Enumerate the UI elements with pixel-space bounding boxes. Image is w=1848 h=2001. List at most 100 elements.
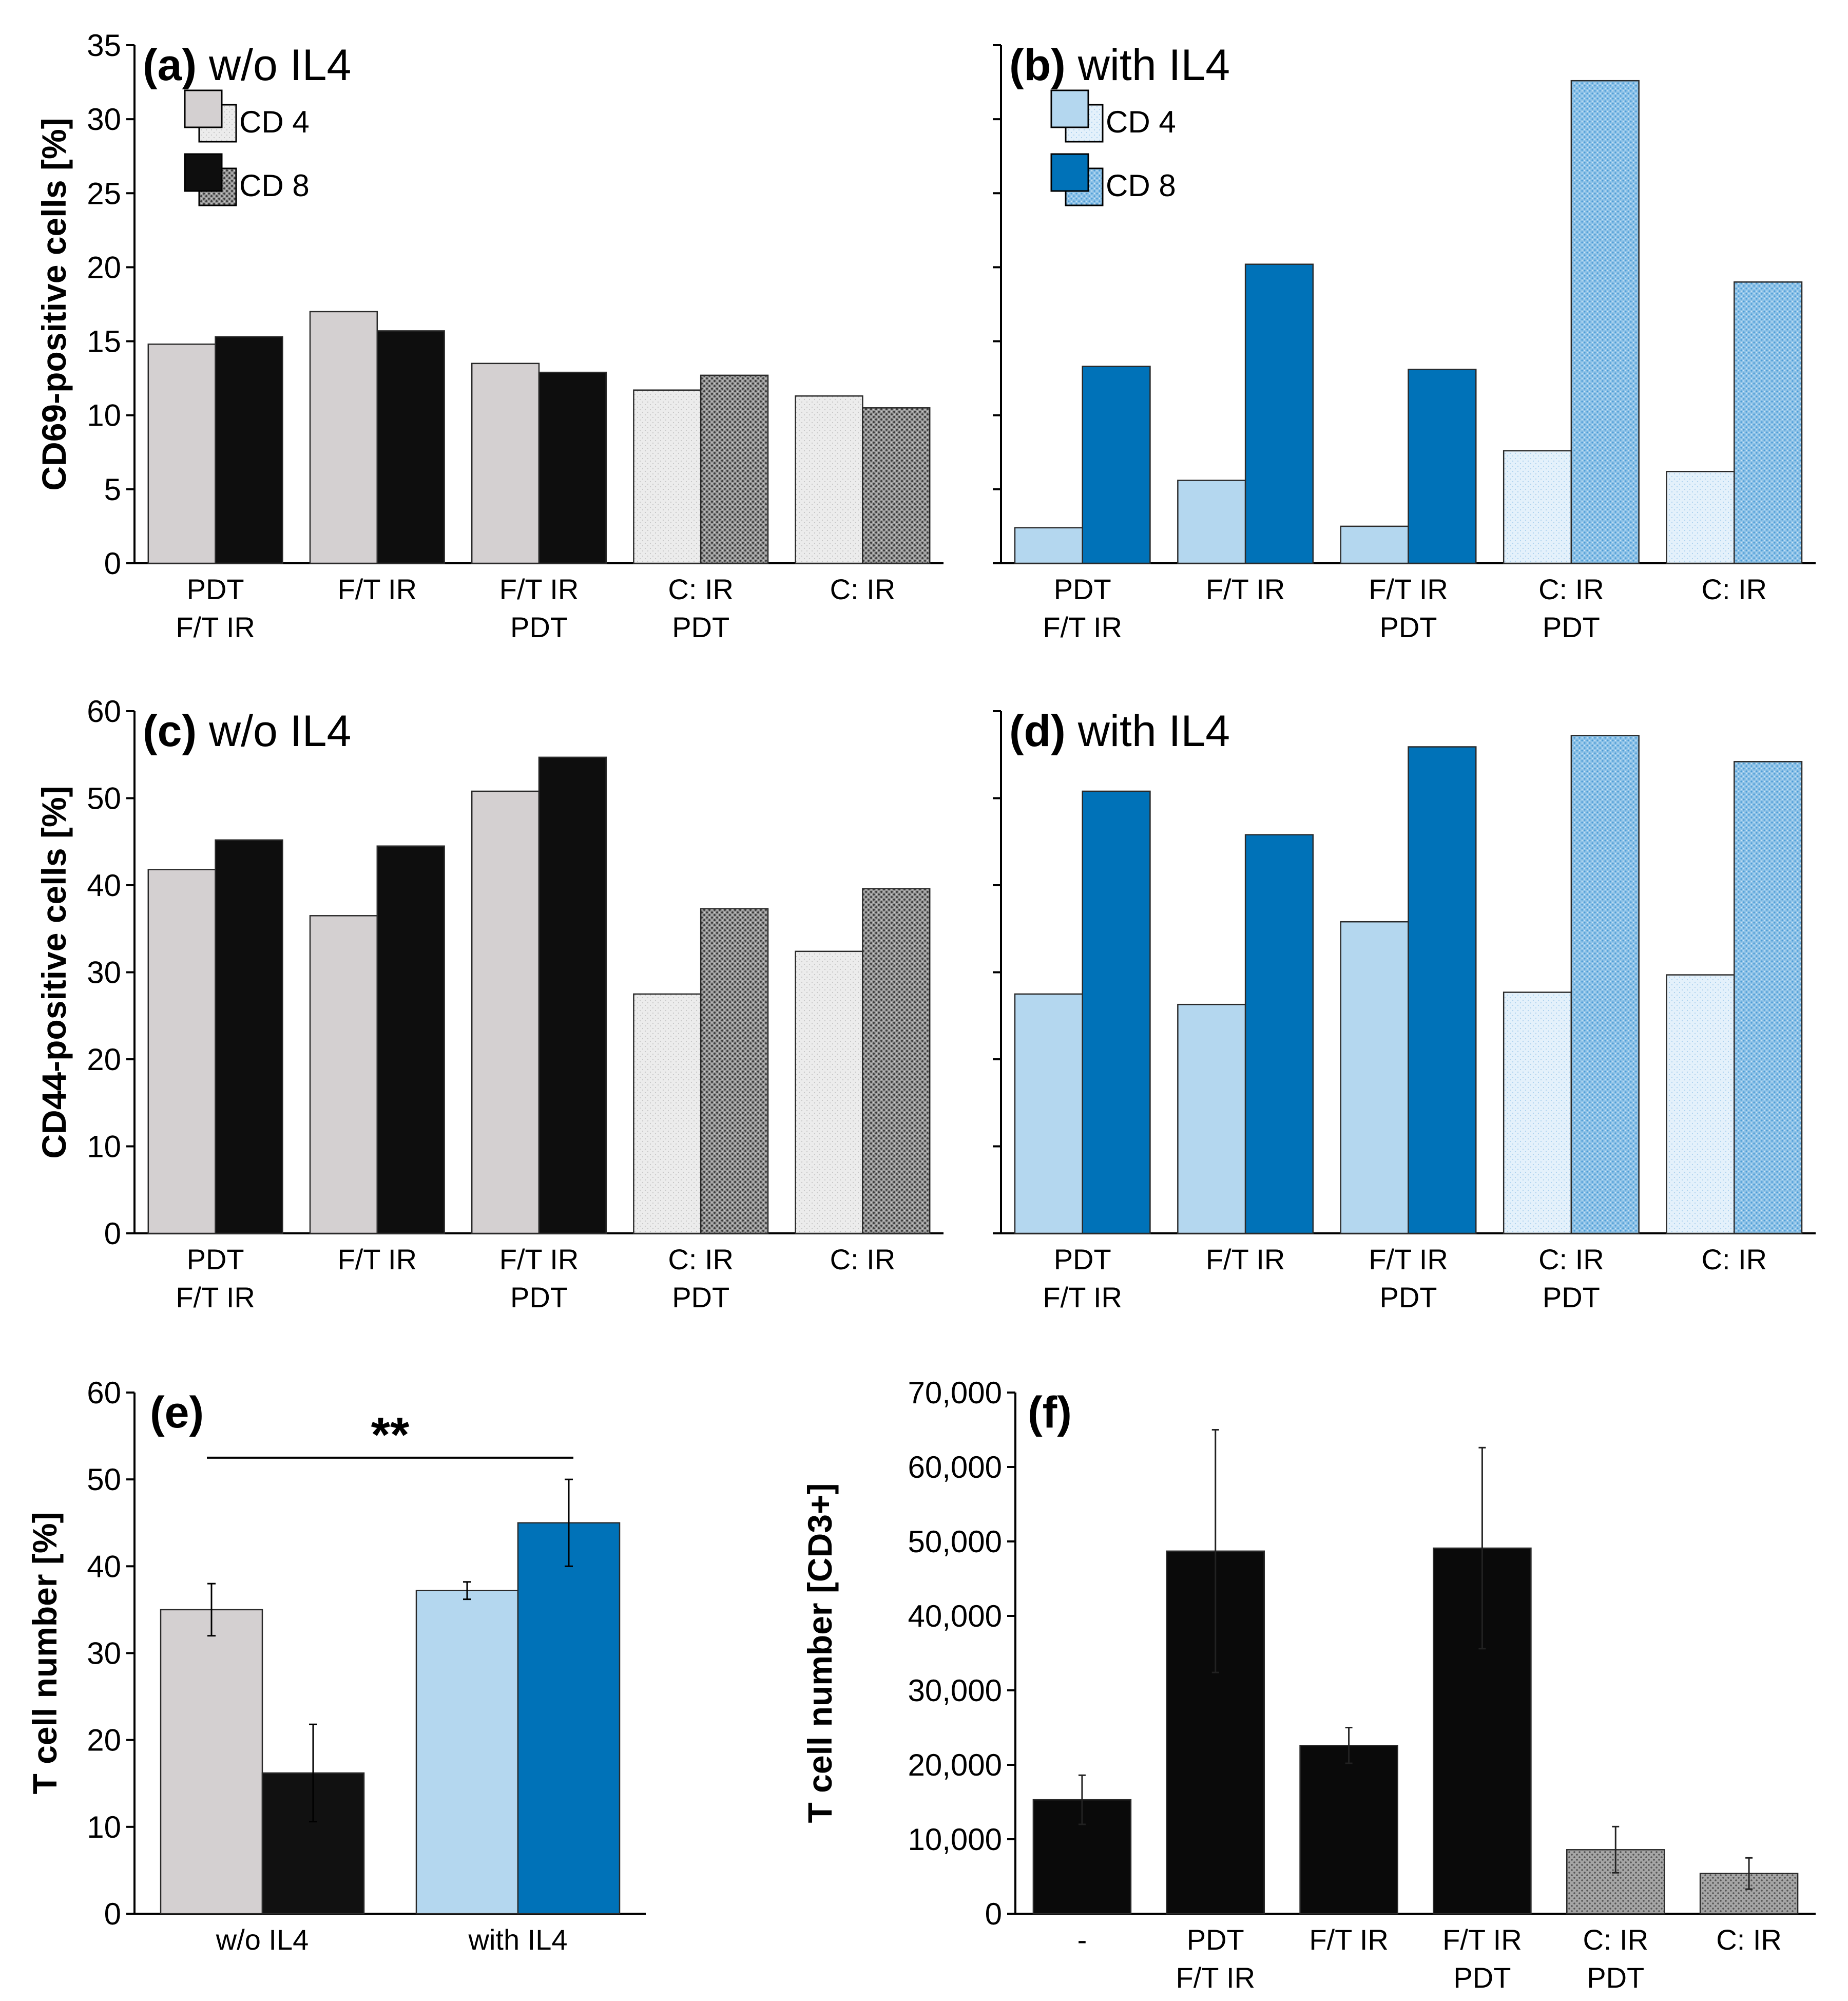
category-label: F/T IR [1206,1243,1285,1275]
legend-label: CD 4 [239,105,310,139]
y-tick-label: 40 [87,1549,121,1584]
category-label: F/T IR [1309,1923,1389,1956]
category-label: F/T IR [1369,1243,1448,1275]
y-tick-label: 20 [87,1723,121,1758]
category-label: C: IR [668,573,734,605]
bar [415,1590,519,1915]
category-label: PDT [1380,1281,1437,1313]
significance-label: ** [371,1407,410,1462]
bar-cd8 [1734,281,1803,564]
legend-label: CD 8 [1106,168,1176,203]
bar-cd4 [1340,525,1409,564]
bar-cd4 [309,311,378,564]
panel-title: (a) w/o IL4 [143,41,351,90]
bar-cd8 [215,336,283,564]
category-label: C: IR [830,1243,896,1275]
y-tick-label: 0 [985,1897,1002,1931]
category-label: with IL4 [468,1923,568,1956]
category-label: C: IR [668,1243,734,1275]
category-label: F/T IR [338,573,417,605]
bar-cd8 [538,756,607,1234]
category-label: F/T IR [1206,573,1285,605]
bar-cd4 [471,790,540,1234]
panel-title: (e) [150,1388,204,1437]
bar-cd4 [1014,527,1083,564]
bar-cd4 [1666,974,1735,1234]
panel-title-text: with IL4 [1066,707,1230,756]
bar-cd4 [1177,480,1246,564]
category-label: F/T IR [1176,1961,1255,1994]
category-label: C: IR [1716,1923,1782,1956]
category-label: PDT [1587,1961,1644,1994]
bar-cd8 [1082,366,1151,564]
chart-panel-c: 0 10 20 30 40 50 60 PDT F/T IR F/T IR F/T IR PDT C: … [35,694,944,1313]
category-label: F/T IR [1043,611,1122,643]
bar-cd4 [1666,471,1735,564]
y-axis-title: T cell number [CD3+] [801,1483,839,1823]
panel-title: (d) with IL4 [1009,707,1230,756]
y-tick-label: 20 [87,250,121,284]
panel-letter: (a) [143,41,197,90]
bar-cd8 [1244,263,1314,564]
bar-cd4 [471,363,540,564]
legend-swatch-solid [1050,89,1089,128]
category-label: PDT [1187,1923,1244,1956]
category-label: PDT [510,611,568,643]
bar-cd4 [147,869,216,1234]
y-tick-label: 20 [87,1042,121,1077]
bar-cd8 [1244,834,1314,1234]
bar-cd8 [215,839,283,1234]
chart-panels: 0 5 10 15 20 25 30 35 PDT F/T IR F/T IR F/T IR PDT C:… [26,28,1816,1994]
bar-cd8 [862,407,931,564]
y-tick-label: 0 [104,1897,121,1931]
bar-cd8 [1082,790,1151,1234]
y-tick-label: 60 [87,694,121,729]
bar-cd8 [538,371,607,564]
panel-title: (c) w/o IL4 [143,707,351,756]
bar-cd8 [1408,746,1477,1234]
bar-cd4 [795,950,863,1234]
bar-cd8 [1570,735,1640,1234]
bar-cd8 [1570,80,1640,564]
chart-panel-b: PDT F/T IR F/T IR F/T IR PDT C: IR PDT C: IR (b)… [993,41,1816,643]
y-tick-label: 40 [87,868,121,903]
bar-cd4 [1014,993,1083,1234]
bar-cd4 [309,915,378,1234]
bar-cd8 [1734,761,1803,1234]
panel-title: (b) with IL4 [1009,41,1230,90]
y-tick-label: 30 [87,1636,121,1671]
category-label: F/T IR [338,1243,417,1275]
bar [1299,1745,1398,1915]
y-tick-label: 10,000 [908,1822,1002,1857]
panel-letter: (f) [1028,1388,1072,1437]
panel-letter: (e) [150,1388,204,1437]
category-label: C: IR [1538,573,1604,605]
y-tick-label: 50 [87,782,121,816]
y-tick-label: 15 [87,325,121,359]
category-label: F/T IR [1043,1281,1122,1313]
y-tick-label: 25 [87,176,121,211]
bar-cd4 [147,344,216,564]
category-label: PDT [672,1281,729,1313]
legend-label: CD 8 [239,168,310,203]
bar-cd8 [376,330,445,564]
panel-letter: (b) [1009,41,1066,90]
y-tick-label: 20,000 [908,1748,1002,1782]
legend-swatch-solid [1050,153,1089,192]
y-axis-title: CD69-positive cells [%] [35,118,73,490]
bar-cd4 [795,395,863,564]
category-label: PDT [187,573,244,605]
y-tick-label: 70,000 [908,1376,1002,1410]
chart-panel-a: 0 5 10 15 20 25 30 35 PDT F/T IR F/T IR F/T IR PDT C:… [35,28,944,643]
category-label: PDT [1054,573,1111,605]
bar-cd4 [633,389,702,564]
category-label: PDT [672,611,729,643]
panel-letter: (d) [1009,707,1066,756]
bar-cd4 [1503,450,1572,564]
bar-cd4 [633,993,702,1234]
bar [160,1609,263,1915]
y-tick-label: 30 [87,102,121,137]
panel-title-text: with IL4 [1066,41,1230,90]
category-label: F/T IR [1442,1923,1522,1956]
bar-cd4 [1503,992,1572,1234]
